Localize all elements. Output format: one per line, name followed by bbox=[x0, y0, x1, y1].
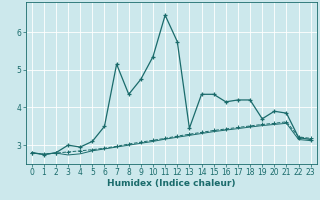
X-axis label: Humidex (Indice chaleur): Humidex (Indice chaleur) bbox=[107, 179, 236, 188]
